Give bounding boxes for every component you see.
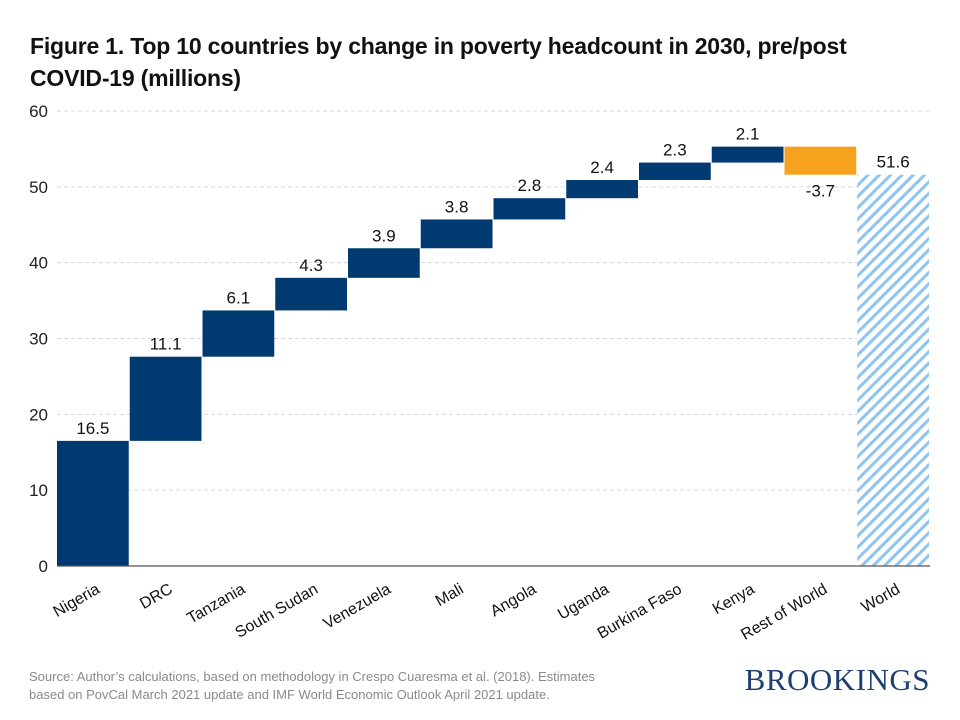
x-tick-label: World <box>859 581 903 616</box>
data-label: 2.3 <box>663 141 687 160</box>
x-tick-label: Kenya <box>710 581 758 618</box>
bar-tanzania <box>202 310 275 357</box>
bars <box>57 146 929 566</box>
data-label: 3.9 <box>372 226 396 245</box>
chart-title: Figure 1. Top 10 countries by change in … <box>30 33 847 91</box>
x-tick-label: South Sudan <box>232 581 321 642</box>
data-label: 51.6 <box>877 153 910 172</box>
bar-uganda <box>566 180 638 199</box>
data-label: 11.1 <box>150 335 182 354</box>
y-tick-label: 60 <box>29 102 48 121</box>
y-tick-label: 30 <box>29 330 48 349</box>
source-line-2: based on PovCal March 2021 update and IM… <box>29 687 550 702</box>
bar-mali <box>420 219 493 249</box>
y-axis-ticks: 0 10 20 30 40 50 60 <box>29 102 48 576</box>
x-tick-label: DRC <box>137 581 176 613</box>
gridlines <box>57 110 930 491</box>
x-tick-label: Uganda <box>555 581 612 624</box>
data-label: 2.8 <box>518 176 542 195</box>
y-tick-label: 40 <box>29 254 48 273</box>
bar-angola <box>493 198 566 220</box>
bar-world <box>857 174 929 566</box>
bar-burkina-faso <box>639 162 711 181</box>
data-label: 4.3 <box>299 256 323 275</box>
data-labels: 16.5 11.1 6.1 4.3 3.9 3.8 2.8 2.4 2.3 2.1 -3.7 51.6 <box>76 125 909 438</box>
bar-drc <box>129 356 202 441</box>
bar-rest-of-world <box>784 146 857 175</box>
source-note: Source: Author’s calculations, based on … <box>29 668 689 704</box>
x-tick-label: Tanzania <box>184 581 248 628</box>
data-label: 3.8 <box>445 197 469 216</box>
y-tick-label: 0 <box>39 557 48 576</box>
data-label: -3.7 <box>806 182 835 201</box>
bar-nigeria <box>57 440 129 566</box>
bar-venezuela <box>348 248 420 278</box>
bar-kenya <box>711 146 784 163</box>
y-tick-label: 20 <box>29 405 48 424</box>
x-tick-label: Nigeria <box>50 581 102 621</box>
y-tick-label: 50 <box>29 178 48 197</box>
data-label: 2.4 <box>590 158 614 177</box>
data-label: 2.1 <box>736 125 760 144</box>
data-label: 16.5 <box>76 419 109 438</box>
source-line-1: Source: Author’s calculations, based on … <box>29 669 596 684</box>
waterfall-chart: 0 10 20 30 40 50 60 16.5 11.1 6.1 4.3 3.9 3.8 2.8 2.4… <box>29 102 930 644</box>
y-tick-label: 10 <box>29 481 48 500</box>
x-tick-label: Venezuela <box>321 581 394 633</box>
x-tick-label: Angola <box>488 581 540 621</box>
data-label: 6.1 <box>227 288 251 307</box>
x-tick-label: Mali <box>433 581 467 610</box>
brookings-logo: BROOKINGS <box>744 662 930 697</box>
bar-south-sudan <box>275 277 347 311</box>
